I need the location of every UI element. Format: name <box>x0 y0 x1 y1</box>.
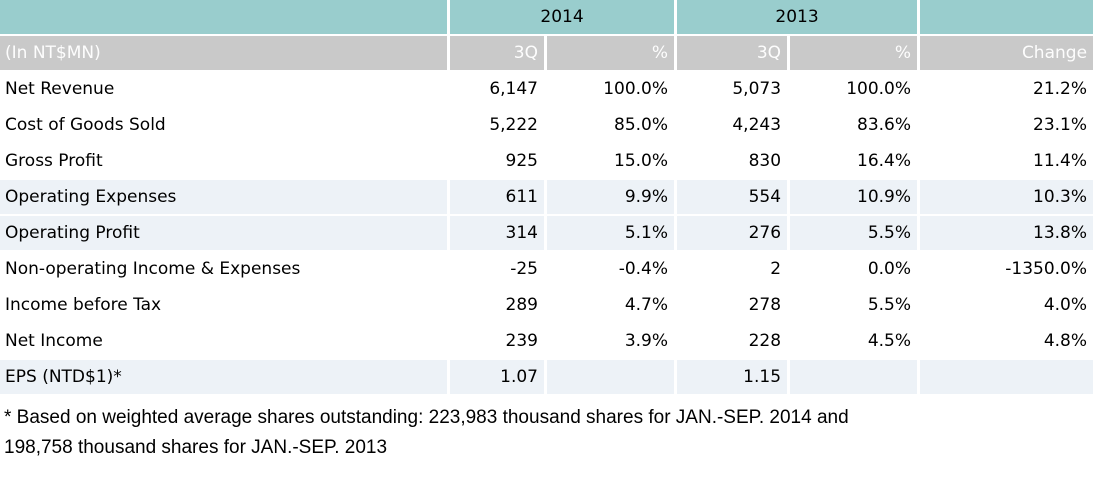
cell-2014-3q: 289 <box>450 288 547 324</box>
cell-2014-3q: -25 <box>450 252 547 288</box>
column-header-change: Change <box>920 36 1093 72</box>
column-header-2014-pct: % <box>547 36 678 72</box>
cell-2013-pct: 100.0% <box>790 72 921 108</box>
cell-2014-pct: 9.9% <box>547 180 678 216</box>
cell-2014-3q: 5,222 <box>450 108 547 144</box>
cell-2014-pct: 15.0% <box>547 144 678 180</box>
cell-change: 4.0% <box>920 288 1093 324</box>
cell-2013-pct: 4.5% <box>790 324 921 360</box>
cell-change: 10.3% <box>920 180 1093 216</box>
quarterly-income-statement-table: 2014 2013 (In NT$MN) 3Q % 3Q % Change Ne… <box>0 0 1093 396</box>
year-header-spacer <box>0 0 450 36</box>
cell-2013-3q: 228 <box>677 324 791 360</box>
column-header-row: (In NT$MN) 3Q % 3Q % Change <box>0 36 1093 72</box>
row-label: Operating Profit <box>0 216 450 252</box>
cell-2013-pct: 5.5% <box>790 288 921 324</box>
cell-2013-3q: 276 <box>677 216 791 252</box>
row-label: Operating Expenses <box>0 180 450 216</box>
cell-change: 11.4% <box>920 144 1093 180</box>
cell-2013-pct: 5.5% <box>790 216 921 252</box>
cell-2013-3q: 554 <box>677 180 791 216</box>
cell-2013-pct: 10.9% <box>790 180 921 216</box>
table-row-gross-profit: Gross Profit 925 15.0% 830 16.4% 11.4% <box>0 144 1093 180</box>
year-header-change-spacer <box>920 0 1093 36</box>
cell-change: 4.8% <box>920 324 1093 360</box>
cell-2014-pct: 85.0% <box>547 108 678 144</box>
footnote-line-1: * Based on weighted average shares outst… <box>4 407 849 428</box>
year-group-header-row: 2014 2013 <box>0 0 1093 36</box>
table-row-income-before-tax: Income before Tax 289 4.7% 278 5.5% 4.0% <box>0 288 1093 324</box>
row-label: Net Income <box>0 324 450 360</box>
row-label: Non-operating Income & Expenses <box>0 252 450 288</box>
table-row-eps: EPS (NTD$1)* 1.07 1.15 <box>0 360 1093 396</box>
cell-2014-3q: 925 <box>450 144 547 180</box>
table-row-non-operating-income-expenses: Non-operating Income & Expenses -25 -0.4… <box>0 252 1093 288</box>
cell-2013-pct: 83.6% <box>790 108 921 144</box>
year-header-2013: 2013 <box>677 0 921 36</box>
table-row-net-revenue: Net Revenue 6,147 100.0% 5,073 100.0% 21… <box>0 72 1093 108</box>
year-header-2014: 2014 <box>450 0 678 36</box>
cell-2013-pct: 0.0% <box>790 252 921 288</box>
table-row-operating-expenses: Operating Expenses 611 9.9% 554 10.9% 10… <box>0 180 1093 216</box>
cell-2013-3q: 4,243 <box>677 108 791 144</box>
cell-2014-pct: 3.9% <box>547 324 678 360</box>
footnote-line-2: 198,758 thousand shares for JAN.-SEP. 20… <box>4 437 388 458</box>
row-label: Net Revenue <box>0 72 450 108</box>
cell-2014-3q: 239 <box>450 324 547 360</box>
row-label: Gross Profit <box>0 144 450 180</box>
cell-2014-pct: -0.4% <box>547 252 678 288</box>
cell-2014-pct: 100.0% <box>547 72 678 108</box>
cell-change: 23.1% <box>920 108 1093 144</box>
column-header-2013-3q: 3Q <box>677 36 791 72</box>
cell-2013-3q: 2 <box>677 252 791 288</box>
table-row-net-income: Net Income 239 3.9% 228 4.5% 4.8% <box>0 324 1093 360</box>
cell-2013-3q: 5,073 <box>677 72 791 108</box>
cell-change: 13.8% <box>920 216 1093 252</box>
cell-2014-3q: 314 <box>450 216 547 252</box>
row-label: Cost of Goods Sold <box>0 108 450 144</box>
cell-2014-3q: 611 <box>450 180 547 216</box>
cell-change: -1350.0% <box>920 252 1093 288</box>
unit-label: (In NT$MN) <box>0 36 450 72</box>
cell-2014-3q: 1.07 <box>450 360 547 396</box>
cell-2013-3q: 1.15 <box>677 360 791 396</box>
shares-outstanding-footnote: * Based on weighted average shares outst… <box>0 396 1093 463</box>
cell-2013-3q: 278 <box>677 288 791 324</box>
cell-2013-pct <box>790 360 921 396</box>
column-header-2014-3q: 3Q <box>450 36 547 72</box>
cell-2014-pct: 4.7% <box>547 288 678 324</box>
cell-2013-3q: 830 <box>677 144 791 180</box>
table-row-cost-of-goods-sold: Cost of Goods Sold 5,222 85.0% 4,243 83.… <box>0 108 1093 144</box>
cell-2014-pct <box>547 360 678 396</box>
row-label: EPS (NTD$1)* <box>0 360 450 396</box>
cell-2014-pct: 5.1% <box>547 216 678 252</box>
cell-change <box>920 360 1093 396</box>
cell-2014-3q: 6,147 <box>450 72 547 108</box>
table-row-operating-profit: Operating Profit 314 5.1% 276 5.5% 13.8% <box>0 216 1093 252</box>
row-label: Income before Tax <box>0 288 450 324</box>
cell-2013-pct: 16.4% <box>790 144 921 180</box>
cell-change: 21.2% <box>920 72 1093 108</box>
column-header-2013-pct: % <box>790 36 921 72</box>
